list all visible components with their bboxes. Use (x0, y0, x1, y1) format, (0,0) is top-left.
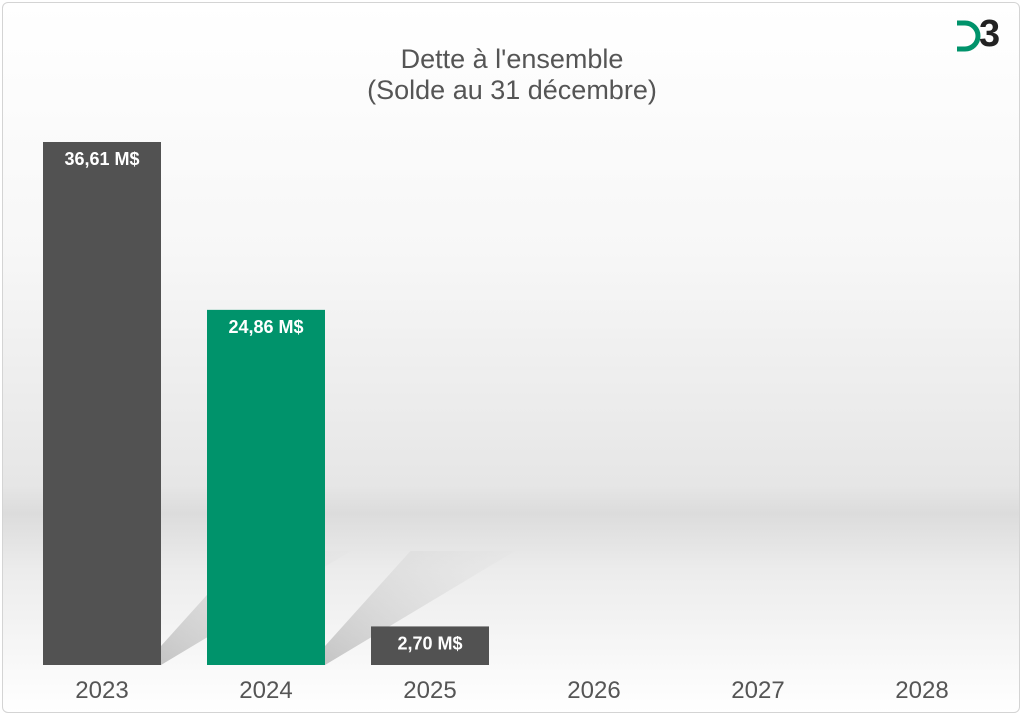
x-tick-label-2023: 2023 (75, 677, 128, 704)
chart-title: Dette à l'ensemble (400, 44, 624, 74)
value-label-2023: 36,61 M$ (64, 149, 139, 169)
chart-subtitle: (Solde au 31 décembre) (367, 75, 657, 105)
d3-logo-d-mark (957, 20, 981, 52)
x-tick-label-2025: 2025 (403, 677, 456, 704)
value-label-2024: 24,86 M$ (228, 317, 303, 337)
value-labels-group: 36,61 M$ 24,86 M$ 2,70 M$ (64, 149, 462, 653)
x-tick-label-2027: 2027 (731, 677, 784, 704)
bar-2025 (371, 626, 489, 665)
chart-title-block: Dette à l'ensemble (Solde au 31 décembre… (0, 44, 1024, 106)
x-tick-label-2024: 2024 (239, 677, 292, 704)
bar-2024 (207, 309, 325, 665)
d3-logo: 3 (955, 14, 1009, 54)
x-tick-label-2026: 2026 (567, 677, 620, 704)
value-label-2025: 2,70 M$ (397, 633, 462, 653)
bars-group (43, 142, 489, 665)
x-tick-label-2028: 2028 (895, 677, 948, 704)
x-tick-labels-group: 2023 2024 2025 2026 2027 2028 (75, 677, 948, 704)
d3-logo-3: 3 (979, 13, 1001, 55)
bar-2023 (43, 142, 161, 665)
